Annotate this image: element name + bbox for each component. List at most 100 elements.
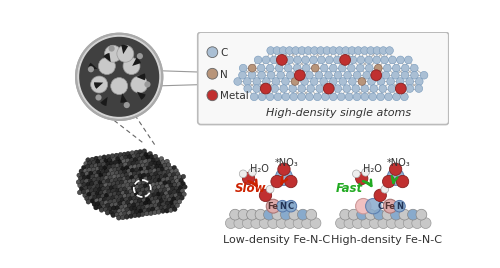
Circle shape [330,47,337,54]
Circle shape [126,176,130,180]
Circle shape [314,93,322,101]
Circle shape [298,93,306,101]
Circle shape [290,93,298,101]
Circle shape [178,175,182,179]
Circle shape [284,175,297,188]
Circle shape [126,183,130,187]
Circle shape [84,161,88,166]
Circle shape [148,211,153,215]
Circle shape [122,152,126,157]
Circle shape [115,206,120,210]
Circle shape [125,158,130,163]
Text: Low-density Fe-N-C: Low-density Fe-N-C [222,236,330,245]
Circle shape [82,165,86,170]
Circle shape [106,179,110,183]
Circle shape [96,177,100,181]
Circle shape [156,161,162,165]
Circle shape [104,158,108,163]
Circle shape [234,218,244,229]
Circle shape [271,175,283,188]
Circle shape [142,208,147,213]
Circle shape [117,184,121,189]
Text: C: C [377,202,384,211]
Circle shape [340,54,350,65]
Circle shape [77,173,82,178]
Circle shape [172,197,176,202]
Circle shape [330,78,337,85]
Circle shape [387,169,404,185]
Circle shape [264,209,274,220]
Circle shape [168,208,173,213]
Circle shape [395,218,406,229]
Circle shape [134,150,138,155]
Circle shape [272,78,280,85]
Circle shape [176,189,180,194]
Circle shape [133,206,138,211]
Circle shape [412,218,422,229]
Circle shape [88,185,92,190]
Circle shape [120,166,126,171]
Circle shape [110,154,115,158]
Wedge shape [132,58,141,66]
Wedge shape [88,63,98,69]
Circle shape [116,199,120,203]
Circle shape [381,185,388,193]
Circle shape [138,209,143,214]
Circle shape [100,194,105,198]
Circle shape [144,81,150,87]
Circle shape [94,163,98,168]
Circle shape [127,211,132,215]
Circle shape [110,203,114,207]
Circle shape [270,56,278,64]
Circle shape [116,181,120,185]
Circle shape [90,189,94,193]
Circle shape [90,199,95,203]
Circle shape [98,187,102,192]
Circle shape [152,175,156,180]
Circle shape [174,169,178,173]
Circle shape [207,68,218,79]
Circle shape [148,169,152,173]
Circle shape [108,175,112,180]
Circle shape [91,192,96,196]
Circle shape [82,190,86,194]
Circle shape [152,193,156,197]
Circle shape [420,71,428,79]
Circle shape [320,64,328,72]
Circle shape [123,162,128,167]
Circle shape [159,206,164,210]
Circle shape [322,93,329,101]
Circle shape [286,56,294,64]
Circle shape [124,173,128,177]
Circle shape [294,56,302,64]
Circle shape [174,175,178,180]
Circle shape [315,71,323,79]
Circle shape [384,93,392,101]
Circle shape [285,200,296,212]
Circle shape [238,71,246,79]
Circle shape [163,181,168,185]
Circle shape [338,64,346,72]
Circle shape [370,218,380,229]
Circle shape [334,85,342,92]
Circle shape [110,196,115,200]
Circle shape [262,56,270,64]
Circle shape [298,85,306,92]
Circle shape [98,58,116,75]
Circle shape [134,157,138,162]
Circle shape [163,205,168,210]
Circle shape [154,172,158,176]
Circle shape [116,174,120,178]
Circle shape [122,201,126,205]
Text: Slow: Slow [234,182,266,195]
Wedge shape [122,45,128,54]
Circle shape [248,169,256,176]
Circle shape [248,71,256,79]
Circle shape [114,212,119,217]
Circle shape [258,93,266,101]
Circle shape [114,171,119,175]
Circle shape [182,192,186,196]
Circle shape [129,207,134,211]
Circle shape [165,184,170,189]
Circle shape [116,191,121,196]
